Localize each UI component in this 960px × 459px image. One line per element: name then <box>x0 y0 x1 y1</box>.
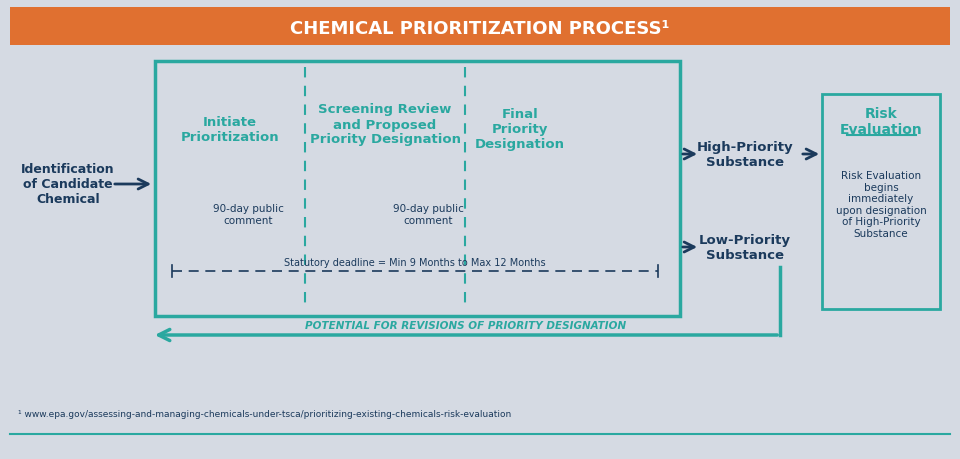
Text: Low-Priority
Substance: Low-Priority Substance <box>699 234 791 262</box>
Text: Risk
Evaluation: Risk Evaluation <box>840 106 923 137</box>
Text: Identification
of Candidate
Chemical: Identification of Candidate Chemical <box>21 163 115 206</box>
Text: CHEMICAL PRIORITIZATION PROCESS¹: CHEMICAL PRIORITIZATION PROCESS¹ <box>290 20 670 38</box>
Text: 90-day public
comment: 90-day public comment <box>393 204 464 225</box>
Text: Final
Priority
Designation: Final Priority Designation <box>475 108 565 151</box>
Text: Risk Evaluation
begins
immediately
upon designation
of High-Priority
Substance: Risk Evaluation begins immediately upon … <box>835 171 926 239</box>
Text: POTENTIAL FOR REVISIONS OF PRIORITY DESIGNATION: POTENTIAL FOR REVISIONS OF PRIORITY DESI… <box>305 320 627 330</box>
Text: High-Priority
Substance: High-Priority Substance <box>697 141 793 168</box>
Text: 90-day public
comment: 90-day public comment <box>212 204 283 225</box>
FancyBboxPatch shape <box>10 8 950 46</box>
Text: Screening Review
and Proposed
Priority Designation: Screening Review and Proposed Priority D… <box>309 103 461 146</box>
Text: Statutory deadline = Min 9 Months to Max 12 Months: Statutory deadline = Min 9 Months to Max… <box>284 257 546 268</box>
Text: ¹ www.epa.gov/assessing-and-managing-chemicals-under-tsca/prioritizing-existing-: ¹ www.epa.gov/assessing-and-managing-che… <box>18 409 512 419</box>
Text: Initiate
Prioritization: Initiate Prioritization <box>180 116 279 144</box>
